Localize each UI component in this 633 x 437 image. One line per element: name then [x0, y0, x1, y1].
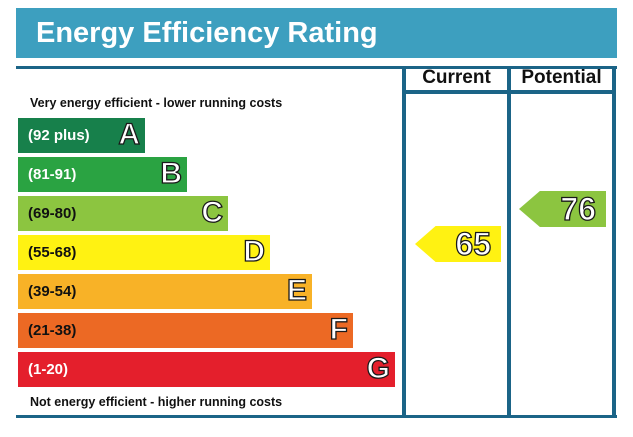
column-divider-middle — [507, 66, 511, 418]
top-note: Very energy efficient - lower running co… — [30, 96, 283, 110]
band-letter: E — [286, 273, 307, 307]
band-letter: G — [366, 351, 391, 385]
rating-band-d: (55-68) D — [18, 234, 270, 270]
column-divider-left — [402, 66, 406, 418]
band-range-label: (1-20) — [28, 361, 69, 378]
bottom-note: Not energy efficient - higher running co… — [30, 395, 283, 409]
potential-rating-arrow: 76 — [519, 191, 606, 227]
page-title: Energy Efficiency Rating — [36, 17, 378, 49]
current-rating-arrow: 65 — [415, 226, 501, 262]
band-letter: A — [118, 117, 141, 151]
band-range-label: (55-68) — [28, 244, 77, 261]
rating-band-f: (21-38) F — [18, 312, 353, 348]
band-letter: F — [329, 312, 349, 346]
band-letter: B — [160, 156, 183, 190]
band-range-label: (92 plus) — [28, 127, 90, 144]
column-header-rule — [402, 90, 616, 94]
rating-band-c: (69-80) C — [18, 195, 228, 231]
column-divider-right — [612, 66, 616, 418]
rating-frame — [16, 66, 617, 418]
band-range-label: (21-38) — [28, 322, 77, 339]
band-range-label: (39-54) — [28, 283, 77, 300]
current-rating-value: 65 — [455, 226, 492, 262]
rating-band-g: (1-20) G — [18, 351, 395, 387]
current-column-header: Current — [422, 67, 491, 88]
band-range-label: (69-80) — [28, 205, 77, 222]
band-letter: D — [243, 234, 266, 268]
rating-band-e: (39-54) E — [18, 273, 312, 309]
potential-column-header: Potential — [521, 67, 602, 88]
header-bar: Energy Efficiency Rating — [16, 8, 617, 58]
rating-band-a: (92 plus) A — [18, 117, 145, 153]
band-range-label: (81-91) — [28, 166, 77, 183]
rating-band-b: (81-91) B — [18, 156, 187, 192]
potential-rating-value: 76 — [560, 191, 597, 227]
band-letter: C — [201, 195, 224, 229]
